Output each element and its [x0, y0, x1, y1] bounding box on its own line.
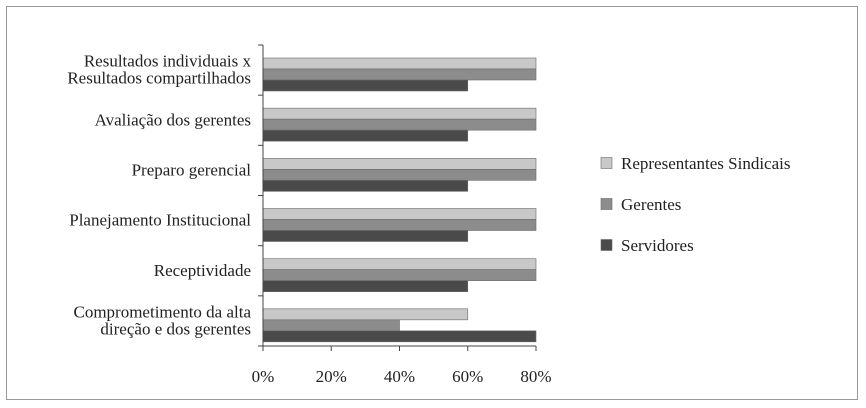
bar-gerentes-4 [262, 269, 537, 281]
legend: Representantes Sindicais Gerentes Servidor… [600, 154, 791, 255]
bar-gerentes-5 [262, 319, 400, 332]
bar-gerentes-0 [262, 68, 537, 81]
bars-layer [262, 57, 537, 343]
category-label: Resultados compartilhados [67, 69, 251, 88]
x-tick-label: 20% [316, 367, 347, 386]
legend-swatch-gerentes [600, 198, 613, 210]
bar-servidores-3 [262, 230, 469, 242]
category-label: Avaliação dos gerentes [95, 110, 251, 129]
category-label: direção e dos gerentes [100, 319, 251, 338]
x-tick-label: 0% [252, 367, 275, 386]
x-tick-label: 60% [452, 367, 483, 386]
bar-servidores-1 [262, 129, 469, 142]
bar-servidores-0 [262, 79, 469, 92]
legend-label: Servidores [621, 236, 694, 255]
category-label: Planejamento Institucional [69, 211, 251, 230]
axes-layer [258, 44, 537, 351]
category-label: Preparo gerencial [132, 160, 252, 179]
category-label: Resultados individuais x [84, 52, 252, 71]
bar-servidores-2 [262, 180, 469, 192]
bar-representantes-sindicais-4 [262, 258, 537, 270]
bar-representantes-sindicais-0 [262, 57, 537, 70]
bar-representantes-sindicais-5 [262, 308, 469, 321]
bar-representantes-sindicais-1 [262, 107, 537, 120]
tick-labels: 0% 20% 40% 60% 80% [252, 367, 552, 386]
x-tick-label: 80% [520, 367, 551, 386]
legend-label: Gerentes [621, 195, 681, 214]
x-tick-label: 40% [384, 367, 415, 386]
legend-label: Representantes Sindicais [621, 154, 791, 173]
legend-swatch-representantes-sindicais [600, 157, 613, 169]
bar-gerentes-2 [262, 169, 537, 181]
bar-representantes-sindicais-3 [262, 208, 537, 220]
bar-representantes-sindicais-2 [262, 158, 537, 170]
category-label: Receptividade [154, 261, 251, 280]
bar-gerentes-3 [262, 219, 537, 231]
category-label: Comprometimento da alta [73, 302, 251, 321]
bar-servidores-4 [262, 280, 469, 292]
bar-gerentes-1 [262, 118, 537, 131]
bar-servidores-5 [262, 330, 537, 343]
legend-swatch-servidores [600, 239, 613, 251]
